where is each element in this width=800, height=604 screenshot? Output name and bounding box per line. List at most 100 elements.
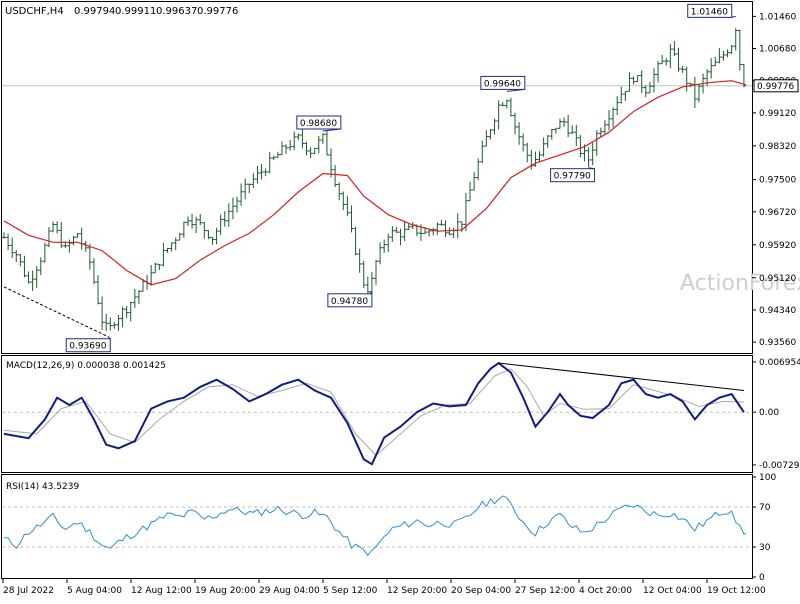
price-bar	[394, 227, 399, 233]
x-tick-label: 27 Sep 12:00	[515, 586, 575, 596]
price-bar	[553, 127, 558, 134]
price-bar	[729, 44, 734, 55]
price-bar	[512, 112, 517, 135]
rsi-tick-label: 30	[759, 543, 771, 553]
price-bar	[468, 181, 473, 202]
price-bar	[374, 260, 378, 285]
price-bar	[51, 221, 56, 233]
price-bar	[602, 120, 607, 134]
price-bar	[18, 254, 23, 267]
x-tick-label: 29 Aug 04:00	[259, 586, 320, 596]
price-bar	[594, 130, 599, 156]
x-tick-label: 4 Oct 20:00	[579, 586, 632, 596]
price-bar	[42, 242, 47, 263]
price-bar	[190, 213, 195, 229]
price-tick-label: 0.99120	[759, 109, 796, 119]
rsi-panel	[1, 474, 753, 579]
price-bar	[304, 141, 309, 156]
price-bar	[259, 163, 264, 180]
price-bar	[59, 222, 64, 248]
price-bar	[427, 229, 432, 237]
price-bar	[173, 237, 178, 251]
price-bar	[676, 47, 681, 72]
price-bar	[239, 183, 244, 207]
price-tick-label: 1.01460	[759, 12, 796, 22]
price-bar	[329, 148, 334, 178]
price-bar	[643, 85, 648, 98]
price-bar	[153, 262, 158, 274]
price-bar	[271, 155, 276, 160]
price-bar	[353, 226, 358, 256]
price-tick-label: 0.97500	[759, 176, 796, 186]
price-bar	[611, 107, 616, 128]
price-bar	[71, 235, 76, 246]
price-annotation-label: 0.94780	[331, 297, 368, 307]
price-bar	[275, 151, 280, 158]
macd-signal-line	[3, 368, 744, 457]
price-bar	[161, 242, 166, 267]
x-tick-label: 28 Jul 2022	[3, 586, 54, 596]
price-bar	[120, 306, 125, 328]
price-tick-label: 0.96720	[759, 208, 796, 218]
price-bar	[635, 75, 640, 83]
macd-tick-label: -0.007294	[759, 461, 800, 471]
moving-average-line	[3, 80, 747, 286]
price-annotation: 0.98680	[296, 115, 342, 132]
price-bar	[247, 183, 252, 194]
price-tick-label: 0.94340	[759, 306, 796, 316]
price-bar	[91, 258, 96, 285]
price-bar	[38, 257, 43, 276]
high-value: 0.99911	[115, 6, 156, 17]
price-bar	[684, 66, 689, 92]
price-bar	[549, 128, 554, 140]
x-tick-label: 20 Sep 04:00	[451, 586, 511, 596]
current-price-tag: 0.99776	[753, 79, 799, 93]
price-bar	[390, 225, 395, 242]
price-bar	[214, 227, 219, 245]
price-annotation-label: 0.99640	[484, 79, 521, 89]
price-bar	[181, 221, 186, 238]
price-bar	[668, 43, 673, 69]
rsi-tick-label: 70	[759, 503, 771, 513]
price-bar	[341, 191, 346, 211]
price-bar	[696, 84, 701, 103]
x-tick-label: 5 Aug 04:00	[67, 586, 122, 596]
price-panel	[1, 1, 753, 354]
x-tick-label: 5 Sep 12:00	[323, 586, 378, 596]
price-bar	[488, 128, 493, 140]
price-bar	[320, 133, 325, 144]
price-bar	[639, 70, 644, 94]
price-bar	[562, 117, 567, 127]
price-bar	[463, 192, 468, 232]
price-bar	[627, 72, 632, 92]
price-bar	[578, 135, 583, 158]
price-bar	[484, 130, 489, 147]
price-bar	[574, 124, 579, 147]
price-bar	[508, 97, 513, 117]
price-bar	[619, 86, 624, 104]
price-bar	[198, 213, 203, 226]
price-bar	[557, 118, 562, 129]
price-bar	[222, 211, 227, 227]
price-bar	[533, 151, 538, 167]
price-bar	[312, 147, 317, 154]
price-bar	[504, 99, 509, 109]
price-bar	[386, 233, 391, 253]
price-bar	[664, 58, 669, 66]
price-bar	[243, 178, 248, 200]
price-bar	[210, 237, 215, 245]
price-bar	[672, 41, 677, 56]
price-bar	[14, 250, 19, 262]
rsi-line	[4, 495, 747, 557]
x-tick-label: 12 Oct 04:00	[643, 586, 702, 596]
x-tick-label: 12 Aug 12:00	[131, 586, 192, 596]
price-bar	[202, 222, 207, 239]
price-bar	[660, 54, 665, 65]
price-bar	[255, 165, 260, 184]
price-bar	[100, 296, 105, 330]
price-bar	[598, 127, 603, 137]
macd-label: MACD(12,26,9) 0.000038 0.001425	[6, 361, 166, 371]
symbol-label: USDCHF,H4	[5, 6, 64, 17]
